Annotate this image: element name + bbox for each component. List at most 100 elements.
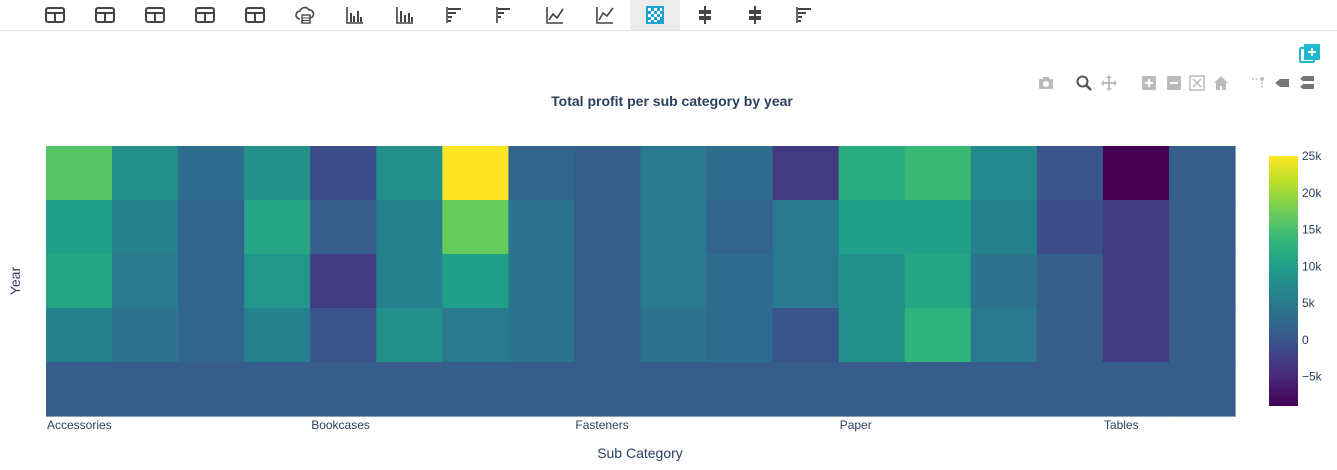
table-icon[interactable] bbox=[30, 0, 80, 30]
heatmap-cell bbox=[640, 146, 708, 201]
heatmap-cell bbox=[706, 146, 774, 201]
heatmap-cell bbox=[1168, 254, 1236, 309]
table-icon[interactable] bbox=[230, 0, 280, 30]
horizontal-bar-chart-icon[interactable] bbox=[780, 0, 830, 30]
colorbar-gradient bbox=[1269, 156, 1298, 406]
y-axis-title: Year bbox=[7, 267, 23, 296]
heatmap-cell bbox=[904, 254, 972, 309]
chart-title: Total profit per sub category by year bbox=[551, 93, 793, 109]
horizontal-bar-chart-icon[interactable] bbox=[430, 0, 480, 30]
colorbar-tick-label: 25k bbox=[1302, 149, 1322, 163]
zoom-in-icon[interactable] bbox=[1139, 72, 1159, 94]
x-tick-label: Bookcases bbox=[311, 418, 370, 432]
line-chart-icon[interactable] bbox=[530, 0, 580, 30]
heatmap-cell bbox=[508, 362, 576, 417]
heatmap-cell bbox=[970, 362, 1038, 417]
heatmap-cell bbox=[574, 146, 642, 201]
heatmap-cell bbox=[706, 308, 774, 363]
heatmap-cell bbox=[508, 254, 576, 309]
camera-icon[interactable] bbox=[1036, 72, 1056, 94]
colorbar-tick-label: 20k bbox=[1302, 186, 1322, 200]
add-chart-icon[interactable] bbox=[1299, 43, 1321, 65]
cloud-table-icon[interactable] bbox=[280, 0, 330, 30]
heatmap-cell bbox=[112, 308, 179, 363]
heatmap-cell bbox=[310, 200, 377, 255]
heatmap-cell bbox=[838, 200, 906, 255]
pan-icon[interactable] bbox=[1099, 72, 1119, 94]
heatmap-cell bbox=[442, 362, 509, 417]
heatmap-cell bbox=[1168, 146, 1236, 201]
heatmap-cell bbox=[904, 308, 972, 363]
hover-closest-icon[interactable] bbox=[1272, 72, 1292, 94]
grouped-bar-chart-icon[interactable] bbox=[330, 0, 380, 30]
table-icon[interactable] bbox=[180, 0, 230, 30]
heatmap-cell bbox=[46, 308, 113, 363]
table-icon[interactable] bbox=[80, 0, 130, 30]
heatmap-cell bbox=[442, 200, 509, 255]
heatmap-cell bbox=[838, 254, 906, 309]
zoom-out-icon[interactable] bbox=[1164, 72, 1184, 94]
heatmap-cell bbox=[970, 200, 1038, 255]
heatmap-cell bbox=[178, 254, 245, 309]
heatmap-cell bbox=[112, 254, 179, 309]
heatmap-cell bbox=[1036, 254, 1104, 309]
heatmap-cell bbox=[640, 362, 708, 417]
heatmap-cell bbox=[376, 254, 443, 309]
spike-lines-icon[interactable] bbox=[1248, 72, 1268, 94]
box-plot-icon[interactable] bbox=[680, 0, 730, 30]
heatmap-cell bbox=[310, 362, 377, 417]
heatmap-cell bbox=[376, 308, 443, 363]
heatmap-cell bbox=[178, 362, 245, 417]
heatmap-cell bbox=[508, 308, 576, 363]
heatmap-cell bbox=[640, 200, 708, 255]
heatmap-cell bbox=[1102, 146, 1170, 201]
horizontal-stacked-bar-icon[interactable] bbox=[480, 0, 530, 30]
autoscale-icon[interactable] bbox=[1187, 72, 1207, 94]
area-line-chart-icon[interactable] bbox=[580, 0, 630, 30]
heatmap-cell bbox=[442, 146, 509, 201]
heatmap-cell bbox=[442, 308, 509, 363]
heatmap-cell bbox=[970, 308, 1038, 363]
zoom-icon[interactable] bbox=[1074, 72, 1094, 94]
hover-compare-icon[interactable] bbox=[1297, 72, 1317, 94]
heatmap-cell bbox=[244, 146, 311, 201]
heatmap-cell bbox=[838, 146, 906, 201]
heatmap-cell bbox=[376, 200, 443, 255]
heatmap-cell bbox=[1168, 200, 1236, 255]
heatmap-cell bbox=[508, 200, 576, 255]
table-icon[interactable] bbox=[130, 0, 180, 30]
heatmap-cell bbox=[1102, 200, 1170, 255]
heatmap-cell bbox=[376, 362, 443, 417]
heatmap-cell bbox=[772, 146, 840, 201]
heatmap-cell bbox=[904, 200, 972, 255]
colorbar-tick-label: 5k bbox=[1302, 296, 1316, 310]
heatmap-cell bbox=[706, 362, 774, 417]
x-tick-label: Tables bbox=[1104, 418, 1139, 432]
heatmap-cell bbox=[244, 362, 311, 417]
heatmap-cell bbox=[970, 254, 1038, 309]
heatmap-cell bbox=[112, 362, 179, 417]
heatmap-cells bbox=[46, 146, 1236, 417]
heatmap-cell bbox=[838, 362, 906, 417]
heatmap-cell bbox=[178, 146, 245, 201]
colorbar-tick-label: 0 bbox=[1302, 333, 1309, 347]
heatmap-cell bbox=[904, 362, 972, 417]
heatmap-cell bbox=[244, 254, 311, 309]
heatmap-cell bbox=[1102, 308, 1170, 363]
heatmap-icon[interactable] bbox=[630, 0, 680, 30]
heatmap-cell bbox=[772, 254, 840, 309]
heatmap-cell bbox=[310, 254, 377, 309]
colorbar-tick-label: 10k bbox=[1302, 259, 1322, 273]
stacked-bar-chart-icon[interactable] bbox=[380, 0, 430, 30]
heatmap-cell bbox=[1036, 200, 1104, 255]
heatmap-cell bbox=[838, 308, 906, 363]
home-icon[interactable] bbox=[1211, 72, 1231, 94]
colorbar: 25k 20k 15k 10k 5k 0 −5k bbox=[1269, 149, 1323, 406]
x-axis-ticks: Accessories Bookcases Fasteners Paper Tables bbox=[47, 418, 1139, 432]
x-axis-title: Sub Category bbox=[597, 445, 683, 461]
box-plot-icon[interactable] bbox=[730, 0, 780, 30]
heatmap-cell bbox=[1036, 308, 1104, 363]
heatmap-cell bbox=[1036, 146, 1104, 201]
x-tick-label: Paper bbox=[840, 418, 872, 432]
heatmap-cell bbox=[46, 254, 113, 309]
